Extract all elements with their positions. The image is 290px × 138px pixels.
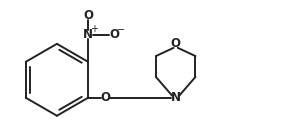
Text: −: − [117,25,125,35]
Text: O: O [83,9,93,22]
Text: +: + [90,24,98,34]
Text: N: N [171,91,181,104]
Text: O: O [101,91,110,104]
Text: O: O [171,37,181,50]
Text: N: N [83,28,93,41]
Text: O: O [109,28,119,41]
